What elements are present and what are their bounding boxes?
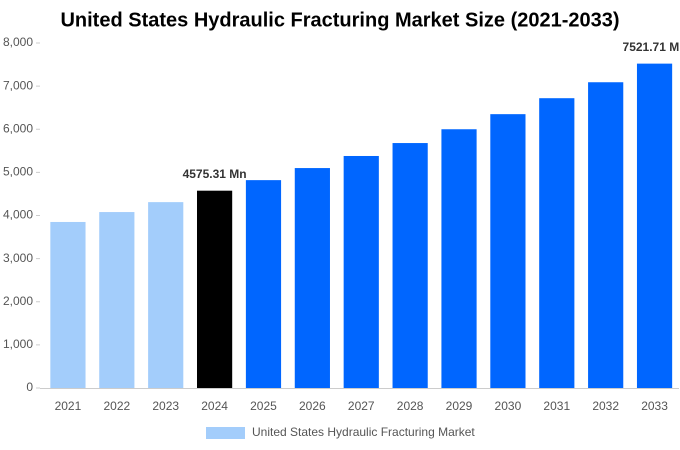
- x-tick-label: 2027: [348, 399, 375, 413]
- x-tick-label: 2029: [446, 399, 473, 413]
- y-tick-label: 0: [26, 380, 33, 394]
- x-tick-label: 2030: [495, 399, 522, 413]
- x-tick-label: 2032: [592, 399, 619, 413]
- y-tick-label: 1,000: [3, 337, 33, 351]
- bar: [636, 63, 673, 389]
- value-label: 4575.31 Mn: [183, 167, 247, 181]
- x-tick-label: 2033: [641, 399, 668, 413]
- value-label: 7521.71 Mn: [623, 40, 680, 54]
- x-tick-label: 2022: [103, 399, 130, 413]
- y-tick-label: 5,000: [3, 165, 33, 179]
- bar: [343, 155, 379, 388]
- bar: [294, 168, 330, 388]
- x-tick-label: 2028: [397, 399, 424, 413]
- bar: [539, 98, 575, 388]
- x-tick-label: 2023: [152, 399, 179, 413]
- x-tick-label: 2031: [543, 399, 570, 413]
- bar: [490, 114, 526, 388]
- y-tick-label: 6,000: [3, 121, 33, 135]
- x-tick-label: 2026: [299, 399, 326, 413]
- legend-swatch: [206, 427, 245, 439]
- x-tick-label: 2024: [201, 399, 228, 413]
- y-tick-label: 7,000: [3, 78, 33, 92]
- x-tick-label: 2025: [250, 399, 277, 413]
- chart-title: United States Hydraulic Fracturing Marke…: [60, 9, 619, 31]
- bar: [50, 221, 86, 388]
- y-tick-label: 8,000: [3, 35, 33, 49]
- y-tick-label: 4,000: [3, 208, 33, 222]
- x-tick-label: 2021: [55, 399, 82, 413]
- y-tick-label: 3,000: [3, 251, 33, 265]
- bar: [196, 190, 233, 388]
- bar: [588, 82, 624, 389]
- bar: [392, 143, 428, 388]
- legend-label: United States Hydraulic Fracturing Marke…: [252, 425, 475, 439]
- bar: [99, 212, 135, 388]
- bar: [148, 202, 184, 388]
- y-tick-label: 2,000: [3, 294, 33, 308]
- bar: [245, 180, 282, 388]
- bar: [441, 129, 477, 388]
